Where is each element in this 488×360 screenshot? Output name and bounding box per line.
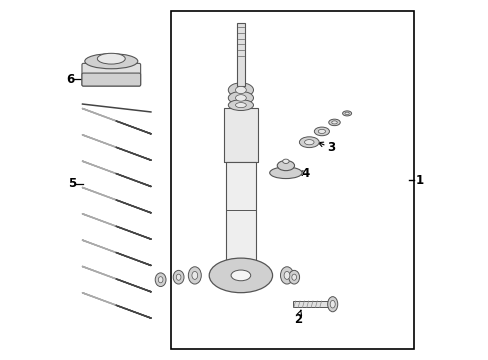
Ellipse shape: [84, 54, 138, 69]
Ellipse shape: [235, 86, 246, 94]
Ellipse shape: [342, 111, 351, 116]
Ellipse shape: [344, 112, 348, 114]
Ellipse shape: [209, 258, 272, 293]
Ellipse shape: [288, 270, 299, 284]
Ellipse shape: [291, 274, 296, 280]
Ellipse shape: [280, 267, 293, 284]
Text: 6: 6: [66, 73, 75, 86]
Ellipse shape: [188, 267, 201, 284]
Ellipse shape: [314, 127, 329, 136]
Ellipse shape: [228, 100, 253, 111]
Ellipse shape: [235, 103, 246, 108]
Text: 1: 1: [415, 174, 423, 186]
Ellipse shape: [158, 277, 163, 283]
Ellipse shape: [327, 297, 337, 312]
Text: 2: 2: [293, 310, 301, 326]
Ellipse shape: [231, 270, 250, 281]
FancyBboxPatch shape: [237, 23, 244, 86]
Ellipse shape: [228, 83, 253, 97]
Text: 5: 5: [68, 177, 77, 190]
Text: 4: 4: [298, 167, 309, 180]
Ellipse shape: [228, 91, 253, 104]
FancyBboxPatch shape: [82, 63, 141, 86]
Ellipse shape: [299, 137, 319, 148]
Ellipse shape: [284, 271, 289, 279]
FancyBboxPatch shape: [292, 301, 332, 307]
Ellipse shape: [269, 167, 302, 179]
Ellipse shape: [192, 271, 197, 279]
Ellipse shape: [331, 121, 337, 124]
Ellipse shape: [97, 53, 125, 64]
Ellipse shape: [173, 270, 183, 284]
Ellipse shape: [304, 140, 313, 145]
Ellipse shape: [277, 161, 294, 171]
Ellipse shape: [318, 129, 325, 134]
Ellipse shape: [282, 159, 288, 163]
Text: 3: 3: [318, 141, 334, 154]
Ellipse shape: [176, 274, 181, 280]
FancyBboxPatch shape: [224, 108, 258, 162]
Ellipse shape: [235, 95, 246, 101]
FancyBboxPatch shape: [82, 73, 141, 86]
Ellipse shape: [328, 119, 340, 126]
Ellipse shape: [155, 273, 166, 287]
FancyBboxPatch shape: [225, 162, 256, 263]
Ellipse shape: [329, 300, 335, 308]
